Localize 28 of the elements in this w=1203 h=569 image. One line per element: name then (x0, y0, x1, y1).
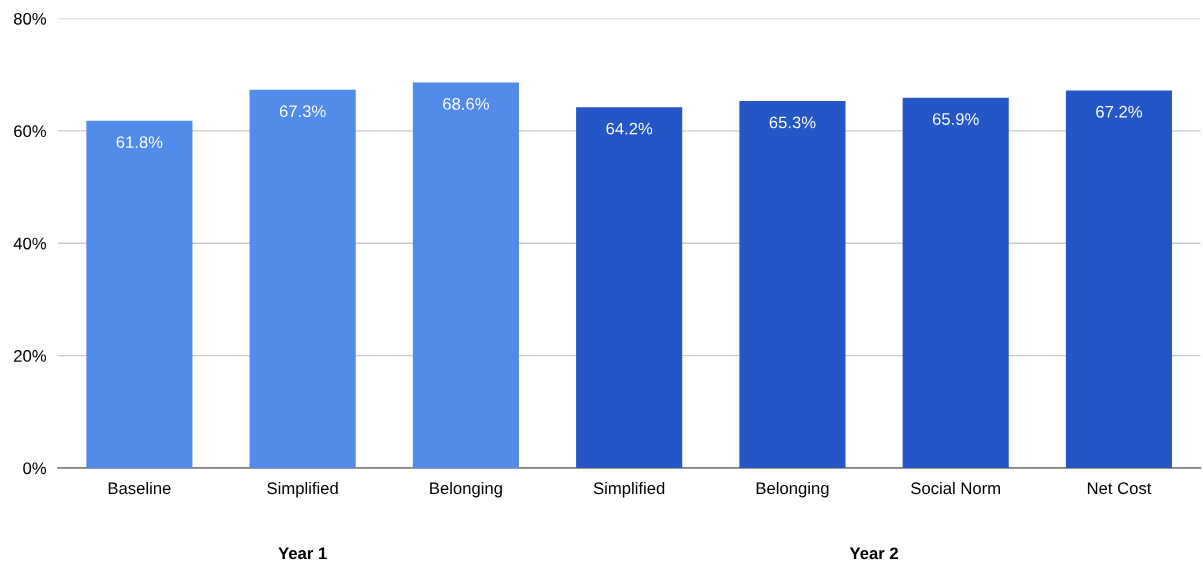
data-label: 65.3% (769, 116, 816, 129)
bar (249, 89, 356, 468)
data-label: 67.3% (279, 105, 326, 118)
x-tick-label: Simplified (267, 481, 338, 498)
y-tick-label: 40% (13, 237, 47, 250)
bar (412, 82, 519, 468)
y-tick-label: 80% (14, 12, 47, 25)
x-tick-label: Net Cost (1087, 482, 1152, 495)
bar (576, 107, 683, 468)
x-tick-label: Belonging (430, 481, 502, 498)
data-label: 68.6% (443, 98, 489, 110)
x-tick-label: Social Norm (911, 481, 1000, 495)
bar (739, 101, 846, 468)
x-tick-label: Belonging (756, 481, 829, 498)
x-tick-label: Baseline (108, 481, 171, 495)
bar (902, 97, 1009, 468)
y-tick-label: 0% (23, 462, 47, 475)
text: Year 1 (278, 547, 327, 560)
data-label: 61.8% (116, 136, 163, 149)
y-tick-label: 60% (14, 125, 47, 138)
bar (1065, 90, 1173, 468)
y-tick-label: 20% (14, 350, 47, 362)
x-tick-label: Simplified (593, 481, 665, 498)
data-label: 65.9% (932, 113, 979, 125)
text: Year 2 (849, 547, 898, 560)
data-label: 67.2% (1096, 105, 1142, 118)
data-label: 64.2% (606, 122, 653, 135)
bar (86, 120, 193, 468)
